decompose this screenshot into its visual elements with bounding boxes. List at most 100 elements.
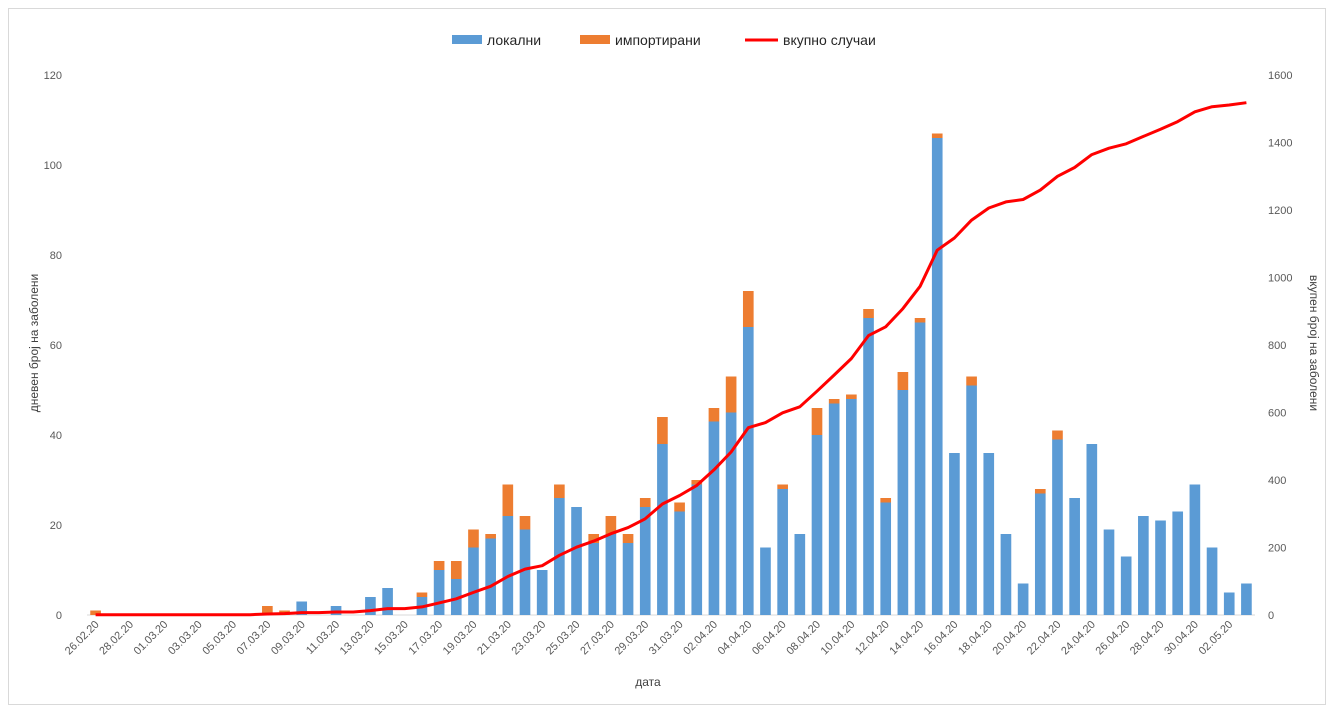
bar-local	[1138, 516, 1149, 615]
bar-local	[1034, 493, 1046, 615]
bar-imported	[622, 534, 634, 543]
bar-imported	[897, 372, 909, 390]
legend-label-total: вкупно случаи	[783, 32, 876, 48]
x-tick-label: 29.03.20	[613, 619, 652, 658]
bar-imported	[468, 529, 479, 548]
x-tick-label: 28.04.20	[1128, 619, 1167, 658]
bar-local	[622, 543, 634, 615]
y-tick-label-right: 200	[1268, 543, 1286, 555]
y-tick-label-right: 1000	[1268, 273, 1292, 285]
y-tick-label-left: 120	[44, 70, 62, 82]
x-tick-label: 06.04.20	[750, 619, 789, 658]
bar-imported	[725, 376, 737, 413]
x-tick-label: 07.03.20	[235, 619, 274, 658]
bar-imported	[588, 534, 600, 543]
bar-imported	[846, 394, 857, 399]
x-tick-label: 09.03.20	[269, 619, 308, 658]
y-tick-label-left: 40	[50, 430, 62, 442]
bar-local	[605, 534, 617, 615]
bar-local	[1206, 547, 1218, 615]
bar-local	[519, 529, 531, 615]
bar-imported	[485, 534, 496, 539]
bar-local	[571, 507, 582, 615]
bar-imported	[914, 318, 926, 323]
y-tick-label-right: 1200	[1268, 205, 1292, 217]
bar-local	[828, 403, 840, 615]
y-tick-label-right: 1400	[1268, 138, 1292, 150]
legend-swatch-imported	[580, 35, 610, 44]
bar-local	[863, 318, 874, 615]
bar-local	[897, 390, 909, 615]
x-tick-label: 13.03.20	[338, 619, 377, 658]
x-tick-label: 25.03.20	[544, 619, 583, 658]
bar-imported	[777, 484, 788, 489]
bar-imported	[691, 480, 703, 485]
bar-local	[1172, 511, 1184, 615]
y-tick-label-right: 600	[1268, 408, 1286, 420]
bar-local	[742, 327, 754, 615]
y-tick-label-right: 800	[1268, 340, 1286, 352]
bar-local	[1223, 592, 1235, 615]
bar-imported	[554, 484, 565, 498]
bar-local	[536, 570, 548, 615]
legend-label-local: локални	[487, 32, 541, 48]
legend-label-imported: импортирани	[615, 32, 701, 48]
y-axis-title-left: дневен број на заболени	[27, 274, 41, 413]
bar-imported	[966, 376, 977, 386]
x-tick-label: 18.04.20	[956, 619, 995, 658]
x-tick-label: 11.03.20	[304, 619, 342, 657]
bar-local	[674, 511, 685, 615]
bar-local	[1052, 439, 1063, 615]
y-tick-label-right: 0	[1268, 610, 1274, 622]
bar-local	[365, 597, 376, 615]
x-tick-label: 12.04.20	[853, 619, 892, 658]
legend: локални импортирани вкупно случаи	[452, 32, 876, 48]
bar-local	[450, 579, 462, 615]
bar-local	[485, 538, 496, 615]
y-axis-title-left-group: дневен број на заболени	[27, 274, 41, 413]
bar-imported	[674, 502, 685, 512]
bar-local	[1086, 444, 1098, 615]
bar-imported	[519, 516, 531, 530]
legend-swatch-local	[452, 35, 482, 44]
y-tick-label-left: 80	[50, 250, 62, 262]
y-axis-title-right-group: вкупен број на заболени	[1307, 275, 1321, 411]
bar-local	[949, 453, 960, 615]
bar-local	[1155, 520, 1166, 615]
x-tick-label: 26.02.20	[63, 619, 102, 658]
x-tick-label: 15.03.20	[372, 619, 411, 658]
y-tick-label-left: 60	[50, 340, 62, 352]
x-tick-label: 02.04.20	[681, 619, 720, 658]
y-tick-label-right: 400	[1268, 475, 1286, 487]
bar-imported	[262, 606, 273, 615]
bar-local	[966, 385, 977, 615]
x-tick-label: 01.03.20	[132, 619, 171, 658]
bar-imported	[416, 592, 428, 597]
plot-area: 0204060801001200200400600800100012001400…	[44, 70, 1293, 657]
bar-imported	[828, 399, 840, 404]
bar-local	[846, 399, 857, 615]
bar-imported	[931, 133, 943, 138]
bar-local	[777, 489, 788, 615]
bar-local	[725, 412, 737, 615]
line-total-cases	[95, 101, 1247, 617]
x-tick-label: 08.04.20	[784, 619, 823, 658]
bar-local	[931, 138, 943, 615]
bar-local	[880, 502, 892, 615]
x-axis-title: дата	[635, 675, 661, 689]
x-tick-label: 16.04.20	[922, 619, 961, 658]
bar-local	[330, 606, 342, 615]
x-tick-label: 02.05.20	[1197, 619, 1236, 658]
bar-local	[1120, 556, 1132, 615]
x-tick-label: 03.03.20	[166, 619, 205, 658]
bar-local	[983, 453, 995, 615]
bar-local	[1189, 484, 1201, 615]
bar-local	[1000, 534, 1012, 615]
bar-local	[708, 421, 720, 615]
bar-local	[1017, 583, 1029, 615]
x-tick-label: 05.03.20	[200, 619, 239, 658]
x-tick-label: 21.03.20	[475, 619, 514, 658]
bar-local	[794, 534, 806, 615]
y-tick-label-left: 20	[50, 520, 62, 532]
bar-local	[433, 570, 445, 615]
